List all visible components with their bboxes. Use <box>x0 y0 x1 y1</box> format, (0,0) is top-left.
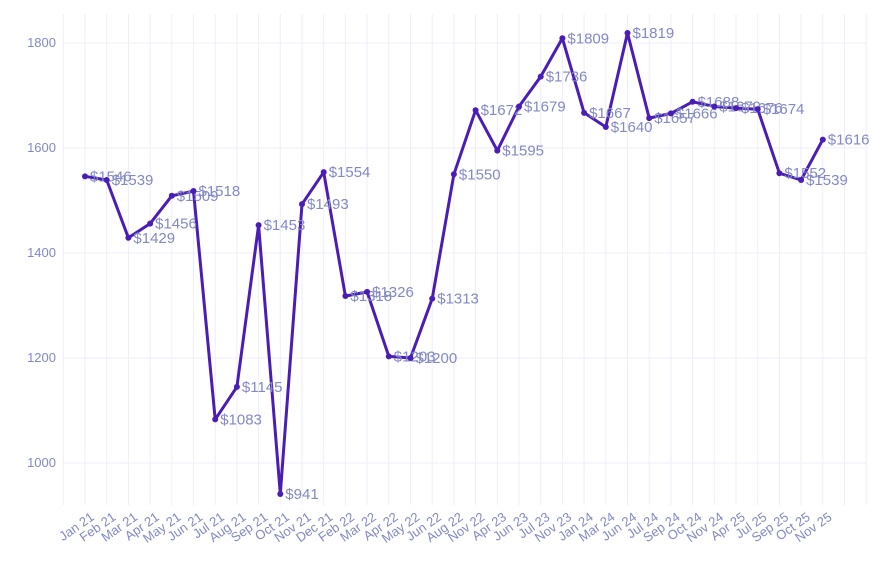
y-axis-tick-label: 1600 <box>27 140 56 155</box>
data-point-label: $1453 <box>264 217 306 234</box>
data-point-marker[interactable] <box>537 73 544 80</box>
data-point-marker[interactable] <box>559 35 566 42</box>
data-point-marker[interactable] <box>320 169 327 176</box>
data-point-marker[interactable] <box>190 188 197 195</box>
data-point-marker[interactable] <box>103 177 110 184</box>
data-point-marker[interactable] <box>733 105 739 112</box>
data-point-label: $1640 <box>611 119 653 136</box>
data-point-label: $1679 <box>719 99 761 116</box>
data-point-marker[interactable] <box>472 107 479 114</box>
data-point-marker[interactable] <box>147 220 154 227</box>
data-point-label: $1326 <box>372 284 414 301</box>
y-axis-tick-label: 1200 <box>27 350 56 365</box>
data-point-label: $1554 <box>329 164 371 181</box>
data-point-marker[interactable] <box>125 234 132 241</box>
data-point-label: $1666 <box>676 105 718 122</box>
data-point-marker[interactable] <box>429 295 436 302</box>
data-point-label: $1203 <box>394 348 436 365</box>
data-point-marker[interactable] <box>646 115 653 122</box>
data-point-label: $1676 <box>741 100 783 117</box>
data-point-label: $1809 <box>567 30 609 47</box>
data-point-marker[interactable] <box>689 98 696 105</box>
data-point-marker[interactable] <box>711 103 718 110</box>
data-point-label: $1667 <box>589 105 631 122</box>
data-point-marker[interactable] <box>407 355 414 361</box>
data-point-label: $1679 <box>524 99 566 116</box>
data-point-marker[interactable] <box>450 171 457 178</box>
data-point-label: $1509 <box>177 188 219 205</box>
data-point-label: $1550 <box>459 166 501 183</box>
data-point-marker[interactable] <box>516 103 522 110</box>
data-point-label: $1456 <box>155 216 197 233</box>
data-point-label: $1083 <box>220 411 262 428</box>
y-axis-tick-label: 1000 <box>27 455 56 470</box>
data-point-label: $1200 <box>416 350 458 367</box>
data-point-label: $1688 <box>698 94 740 111</box>
data-point-label: $1616 <box>828 132 870 149</box>
data-point-label: $1145 <box>242 379 283 396</box>
data-point-marker[interactable] <box>581 109 588 116</box>
data-point-marker[interactable] <box>754 106 761 113</box>
data-point-marker[interactable] <box>277 490 284 497</box>
data-point-label: $941 <box>285 486 318 503</box>
data-point-marker[interactable] <box>299 201 305 208</box>
data-point-marker[interactable] <box>212 416 219 423</box>
data-point-label: $1539 <box>112 172 154 189</box>
data-point-label: $1819 <box>633 25 675 42</box>
data-point-label: $1674 <box>763 101 805 118</box>
data-point-marker[interactable] <box>385 353 392 360</box>
data-point-marker[interactable] <box>624 30 631 37</box>
data-point-label: $1672 <box>481 102 523 119</box>
data-point-marker[interactable] <box>798 177 805 184</box>
data-point-label: $1318 <box>350 288 392 305</box>
data-point-label: $1518 <box>199 183 241 200</box>
data-point-label: $1539 <box>806 172 848 189</box>
data-point-marker[interactable] <box>494 147 501 154</box>
data-point-marker[interactable] <box>776 170 783 177</box>
data-point-label: $1552 <box>784 165 826 182</box>
data-point-label: $1657 <box>654 110 696 127</box>
data-point-marker[interactable] <box>255 222 262 229</box>
data-point-marker[interactable] <box>819 136 826 143</box>
data-point-label: $1493 <box>307 196 349 213</box>
data-point-marker[interactable] <box>82 173 88 180</box>
y-axis-tick-label: 1400 <box>27 245 56 260</box>
data-point-label: $1429 <box>133 230 175 247</box>
y-axis-tick-label: 1800 <box>27 35 56 50</box>
data-point-label: $1546 <box>90 168 132 185</box>
data-point-label: $1736 <box>546 69 588 86</box>
data-point-marker[interactable] <box>168 192 175 199</box>
data-point-marker[interactable] <box>667 110 674 117</box>
data-point-label: $1595 <box>502 143 544 160</box>
data-point-marker[interactable] <box>342 293 349 300</box>
data-point-marker[interactable] <box>364 288 371 295</box>
data-point-marker[interactable] <box>233 383 240 390</box>
data-point-label: $1313 <box>437 291 479 308</box>
data-point-marker[interactable] <box>602 124 609 130</box>
